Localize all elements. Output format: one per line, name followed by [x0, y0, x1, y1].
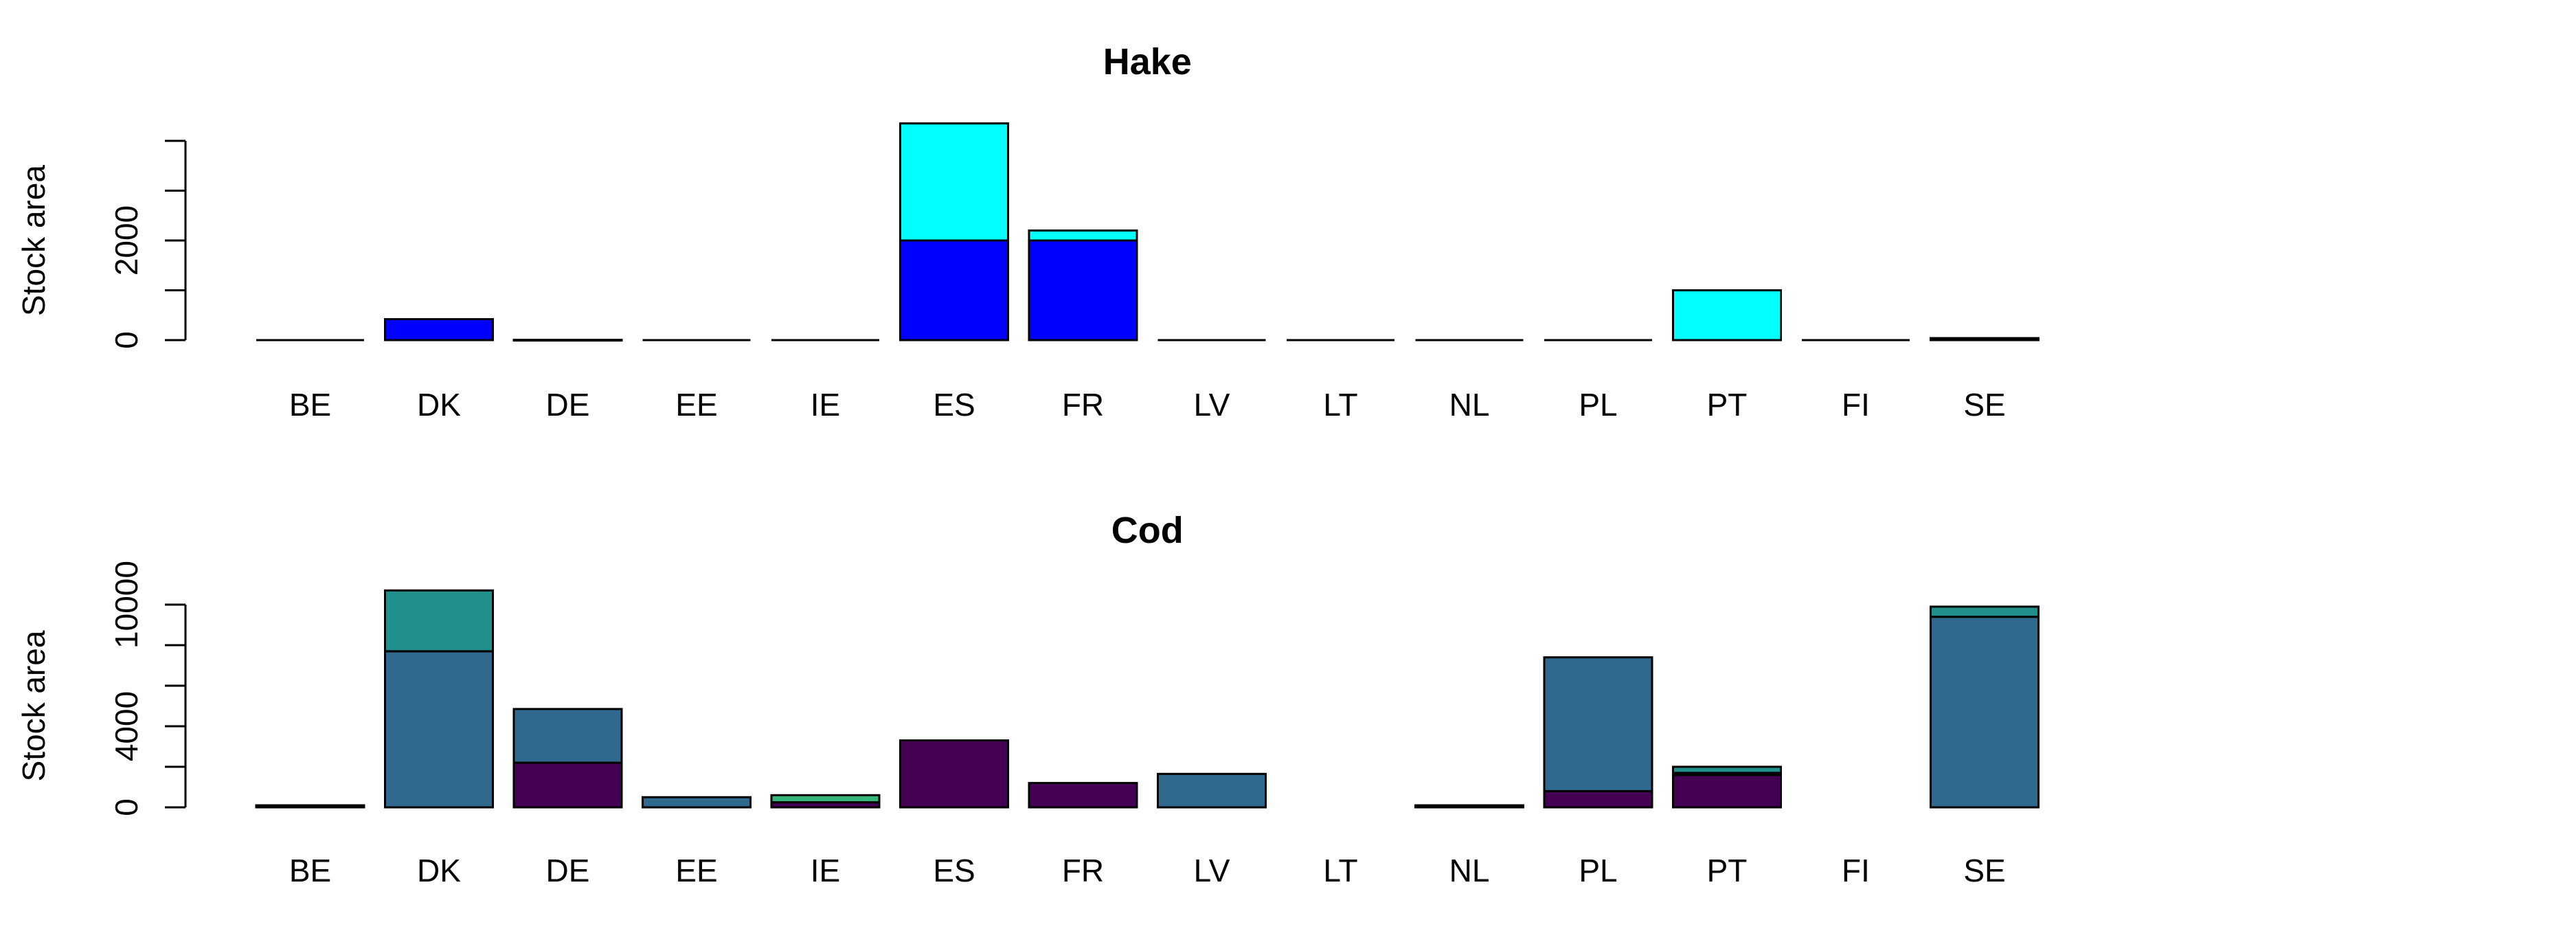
x-tick-label-FI: FI — [1842, 387, 1870, 423]
bar-ES-series-0 — [899, 239, 1009, 341]
x-tick-label-EE: EE — [675, 853, 717, 888]
bar-IE-series-2 — [770, 794, 881, 804]
x-tick-label-LV: LV — [1194, 853, 1230, 888]
x-tick-label-EE: EE — [675, 387, 717, 423]
y-tick-label: 10000 — [109, 561, 144, 649]
x-tick-label-SE: SE — [1963, 387, 2005, 423]
y-tick-label: 0 — [109, 798, 144, 816]
chart-title: Hake — [1103, 41, 1192, 82]
bar-FR-series-1 — [1028, 229, 1138, 242]
y-tick-label: 2000 — [109, 205, 144, 276]
x-tick-label-PT: PT — [1707, 387, 1748, 423]
x-tick-label-SE: SE — [1963, 853, 2005, 888]
bar-PT-series-0 — [1672, 774, 1782, 809]
x-tick-label-PL: PL — [1579, 387, 1617, 423]
chart-panel-0: Hake Stock area 0 2000 BE DK DE EE IE ES FR LV LT NL P… — [16, 41, 2040, 423]
x-tick-label-FI: FI — [1842, 853, 1870, 888]
bar-DK-series-1 — [384, 650, 494, 809]
bar-FR-series-0 — [1028, 239, 1138, 341]
bar-SE-series-3 — [1930, 605, 2040, 618]
x-tick-label-BE: BE — [289, 853, 331, 888]
chart-panel-1: Cod Stock area 0 4000 10000 BE DK DE EE IE ES FR LV L… — [16, 510, 2040, 888]
x-tick-label-PT: PT — [1707, 853, 1748, 888]
x-tick-label-BE: BE — [289, 387, 331, 423]
bar-DK-series-3 — [384, 589, 494, 653]
y-tick-label: 4000 — [109, 691, 144, 761]
x-tick-label-DK: DK — [417, 387, 461, 423]
x-tick-label-PL: PL — [1579, 853, 1617, 888]
bar-DK-series-0 — [384, 318, 494, 341]
x-tick-label-ES: ES — [933, 387, 975, 423]
bar-EE-series-1 — [642, 796, 752, 809]
bar-BE-series-1 — [255, 804, 365, 809]
bar-PT-series-1 — [1672, 289, 1782, 341]
y-axis-label: Stock area — [16, 630, 52, 781]
x-tick-label-LT: LT — [1323, 853, 1357, 888]
x-tick-label-FR: FR — [1062, 387, 1104, 423]
x-tick-label-NL: NL — [1449, 853, 1490, 888]
bar-PT-series-3 — [1672, 765, 1782, 774]
bar-PL-series-0 — [1543, 789, 1653, 809]
bar-SE-series-1 — [1930, 616, 2040, 809]
x-tick-label-DK: DK — [417, 853, 461, 888]
x-tick-label-LT: LT — [1323, 387, 1357, 423]
bar-ES-series-1 — [899, 122, 1009, 242]
chart-title: Cod — [1111, 510, 1184, 551]
x-tick-label-DE: DE — [546, 853, 590, 888]
x-tick-label-IE: IE — [811, 853, 840, 888]
x-tick-label-DE: DE — [546, 387, 590, 423]
bar-DE-series-0 — [512, 339, 623, 342]
bar-FR-series-0 — [1028, 782, 1138, 809]
bar-SE-series-0 — [1930, 337, 2040, 341]
x-tick-label-IE: IE — [811, 387, 840, 423]
x-tick-label-NL: NL — [1449, 387, 1490, 423]
bar-LV-series-1 — [1157, 772, 1267, 809]
bar-NL-series-1 — [1414, 804, 1524, 809]
x-tick-label-FR: FR — [1062, 853, 1104, 888]
bar-PL-series-1 — [1543, 656, 1653, 792]
bar-DE-series-1 — [512, 708, 623, 764]
y-tick-label: 0 — [109, 331, 144, 349]
bar-ES-series-0 — [899, 739, 1009, 809]
x-tick-label-ES: ES — [933, 853, 975, 888]
x-tick-label-LV: LV — [1194, 387, 1230, 423]
y-axis-label: Stock area — [16, 165, 52, 316]
bar-DE-series-0 — [512, 761, 623, 809]
